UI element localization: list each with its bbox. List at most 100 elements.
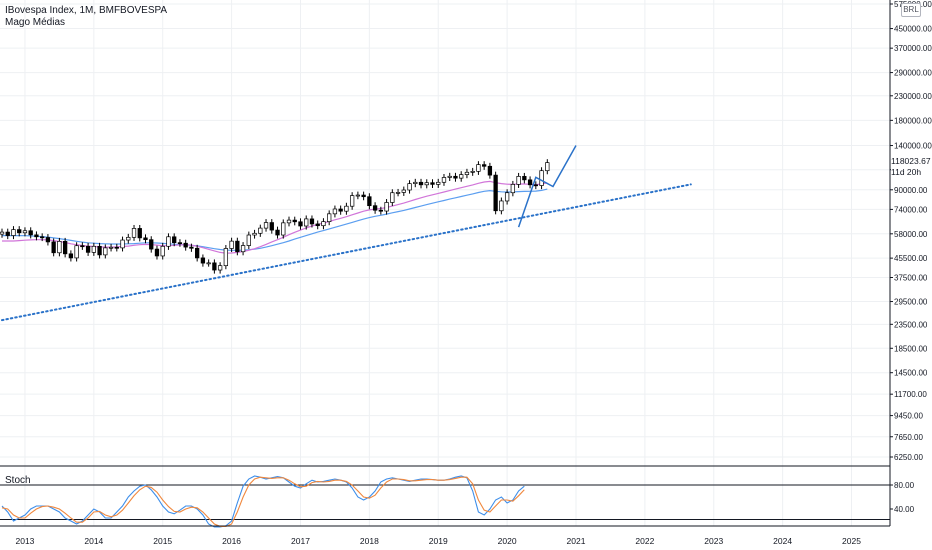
- y-tick-label: 11700.00: [894, 390, 927, 399]
- candle-body: [453, 175, 458, 179]
- candle-body: [11, 229, 16, 236]
- candle-body: [384, 202, 389, 212]
- stoch-y-tick-label: 80.00: [894, 481, 915, 490]
- candle-body: [499, 200, 504, 212]
- chart-grid: [0, 0, 890, 526]
- candlesticks: [0, 159, 550, 274]
- candle-body: [533, 184, 538, 187]
- candle-body: [504, 192, 510, 202]
- candle-body: [160, 245, 165, 257]
- dotted-trendline: [1, 183, 692, 322]
- candle-body: [470, 170, 475, 173]
- candle-body: [315, 223, 320, 227]
- candle-body: [476, 164, 481, 172]
- candle-body: [74, 245, 79, 259]
- drawn-trendline[interactable]: [517, 145, 577, 228]
- x-tick-label: 2013: [15, 536, 34, 546]
- currency-badge[interactable]: BRL: [901, 3, 921, 17]
- candle-body: [441, 177, 447, 183]
- candle-body: [189, 246, 194, 249]
- y-tick-label: 7650.00: [894, 433, 923, 442]
- candle-body: [430, 182, 435, 185]
- dotted-trendline-path: [1, 183, 692, 322]
- candle-body: [217, 265, 223, 271]
- ma-slow-line: [2, 188, 548, 251]
- candle-body: [223, 248, 229, 267]
- last-price-value: 118023.67: [891, 156, 931, 166]
- last-price-tag: 118023.67 11d 20h: [891, 156, 932, 180]
- x-tick-label: 2024: [773, 536, 792, 546]
- x-tick-label: 2021: [567, 536, 586, 546]
- candle-body: [172, 236, 177, 244]
- candle-body: [372, 205, 378, 211]
- indicator-label: Mago Médias: [5, 17, 66, 28]
- candle-body: [304, 218, 309, 227]
- candle-body: [91, 245, 96, 253]
- drawn-trend-path: [517, 145, 577, 228]
- candle-body: [131, 228, 137, 238]
- y-tick-label: 6250.00: [894, 453, 923, 462]
- moving-averages: [2, 180, 548, 254]
- candle-body: [85, 245, 91, 253]
- candle-body: [493, 174, 498, 212]
- candle-body: [103, 247, 108, 256]
- candle-body: [120, 239, 125, 249]
- candle-body: [57, 240, 62, 254]
- y-tick-label: 58000.00: [894, 230, 928, 239]
- x-tick-label: 2017: [291, 536, 310, 546]
- candle-body: [292, 219, 297, 223]
- candle-body: [17, 229, 22, 234]
- candle-body: [97, 245, 102, 256]
- y-tick-label: 29500.00: [894, 298, 928, 307]
- candle-body: [137, 228, 142, 239]
- candle-body: [401, 189, 406, 193]
- candle-body: [390, 192, 395, 203]
- candle-body: [516, 176, 521, 185]
- y-tick-label: 37500.00: [894, 273, 928, 282]
- candle-body: [149, 239, 154, 250]
- candle-body: [45, 237, 51, 243]
- y-tick-label: 23500.00: [894, 320, 928, 329]
- candle-body: [344, 205, 349, 212]
- stoch-d-line: [1, 476, 525, 527]
- candle-body: [482, 164, 487, 167]
- candle-body: [367, 196, 372, 207]
- candle-body: [154, 248, 160, 257]
- candle-body: [464, 171, 470, 175]
- candle-body: [321, 221, 326, 227]
- y-tick-label: 45500.00: [894, 254, 928, 263]
- chart-title: IBovespa Index, 1M, BMFBOVESPA: [5, 5, 168, 16]
- x-tick-label: 2020: [498, 536, 517, 546]
- candle-body: [298, 221, 303, 227]
- candle-body: [252, 232, 257, 236]
- candle-body: [487, 165, 493, 176]
- candle-body: [332, 208, 338, 215]
- y-tick-label: 9450.00: [894, 412, 923, 421]
- y-tick-label: 14500.00: [894, 369, 928, 378]
- candle-body: [240, 245, 246, 253]
- candle-body: [126, 236, 131, 241]
- candle-body: [68, 253, 74, 259]
- candle-body: [459, 174, 464, 179]
- candle-body: [407, 183, 412, 191]
- candle-body: [143, 237, 148, 241]
- candle-body: [166, 236, 171, 247]
- candle-body: [309, 218, 315, 225]
- stoch-title: Stoch: [5, 475, 31, 486]
- candle-body: [177, 242, 183, 245]
- candle-body: [212, 262, 217, 271]
- candle-body: [378, 209, 383, 212]
- candle-body: [22, 230, 28, 234]
- x-tick-label: 2016: [222, 536, 241, 546]
- candle-body: [108, 246, 114, 249]
- bar-countdown: 11d 20h: [891, 167, 922, 177]
- candle-body: [40, 236, 45, 239]
- candle-body: [246, 234, 251, 246]
- candle-body: [229, 240, 234, 249]
- candle-body: [34, 234, 39, 238]
- candle-body: [447, 175, 452, 178]
- candle-body: [5, 231, 10, 236]
- candle-body: [338, 208, 343, 212]
- candle-body: [258, 227, 263, 234]
